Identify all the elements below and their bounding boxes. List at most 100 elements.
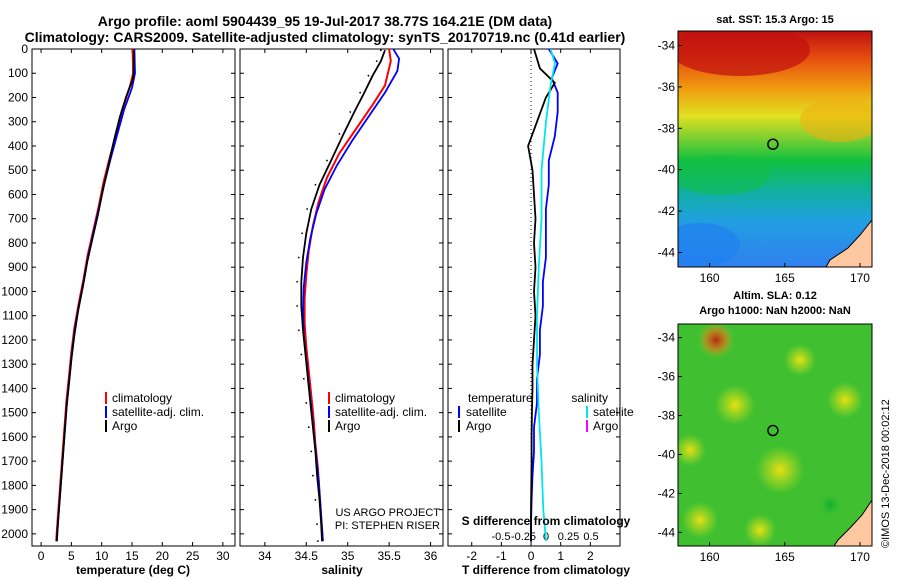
legend-t-argo-label: Argo [466, 419, 492, 433]
argo-sample-dot [314, 183, 317, 186]
depth-tick-label: 1800 [1, 478, 28, 492]
depth-tick-label: 300 [8, 115, 28, 129]
depth-tick-label: 900 [8, 260, 28, 274]
float-position-marker [767, 424, 779, 437]
depth-tick-label: 700 [8, 212, 28, 226]
argo-sample-dot [367, 74, 370, 77]
depth-tick-label: 1100 [2, 309, 28, 323]
x-tick-label: 30 [216, 549, 230, 563]
x-tick-label: 5 [68, 549, 75, 563]
x-tick-label: 15 [125, 549, 139, 563]
sla-high-patch [682, 502, 718, 538]
map-y-tick-label: -40 [658, 447, 676, 461]
series-line-climatology [55, 49, 135, 542]
argo-sample-dot [296, 280, 299, 283]
sla-high-patch [715, 385, 755, 425]
series-line-argo [55, 50, 135, 542]
difference-xlabel: T difference from climatology [462, 563, 630, 577]
difference-legend: temperature satellite Argo salinity sate… [458, 391, 634, 433]
argo-sample-dot [379, 49, 382, 52]
sst-map: 160 165 170 -34 -36 -38 -40 -42 -44 [658, 30, 873, 285]
depth-tick-label: 1000 [1, 284, 28, 298]
legend-climatology-label: climatology [112, 391, 172, 405]
map2-title-line1: Altim. SLA: 0.12 [733, 290, 817, 302]
x-tick-label: 20 [156, 549, 170, 563]
map-y-tick-label: -34 [658, 331, 676, 345]
legend-satellite-label: satellite-adj. clim. [112, 405, 204, 419]
map2-axes: 160 165 170 -34 -36 -38 -40 -42 -44 [658, 331, 871, 564]
depth-tick-label: 1400 [1, 381, 28, 395]
argo-sample-dot [301, 232, 304, 235]
argo-sample-dot [314, 499, 317, 501]
map-y-tick-label: -40 [658, 163, 676, 177]
legend-temperature-title: temperature [468, 391, 533, 405]
sla-high-patch [756, 446, 804, 494]
argo-sample-dot [305, 402, 308, 404]
map2-frame [677, 323, 873, 547]
sst-cold-patch [678, 223, 740, 267]
map1-title: sat. SST: 15.3 Argo: 15 [716, 14, 834, 26]
salinity-axes-frame [239, 48, 444, 547]
temperature-xlabel: temperature (deg C) [76, 563, 190, 577]
argo-sample-dot [297, 329, 300, 332]
x-tick-label: 34.5 [295, 549, 319, 563]
sla-high-patch [698, 324, 734, 358]
legend-s-satellite-label: satellite [593, 405, 634, 419]
temperature-panel: 0100200300400500600700800900100011001200… [1, 42, 236, 577]
argo-sample-dot [375, 60, 378, 63]
salinity-legend: climatology satellite-adj. clim. Argo [328, 391, 427, 433]
temperature-legend: climatology satellite-adj. clim. Argo [105, 391, 204, 433]
land-nz [833, 499, 872, 546]
sla-map: 160 165 170 -34 -36 -38 -40 -42 -44 [658, 323, 873, 564]
depth-tick-label: 1900 [1, 503, 28, 517]
argo-sample-dot [359, 91, 362, 94]
argo-sample-dot [312, 474, 314, 477]
x-tick-label: -2 [466, 549, 477, 563]
series-line-argo [300, 49, 386, 542]
depth-tick-label: 500 [8, 163, 28, 177]
x-tick-label: 1 [557, 549, 564, 563]
s-diff-tick-label: 0.5 [583, 531, 598, 543]
argo-sample-dot [310, 450, 313, 453]
figure-title-line2: Climatology: CARS2009. Satellite-adjuste… [24, 29, 626, 45]
x-tick-label: 0 [38, 549, 45, 563]
depth-tick-label: 1300 [1, 357, 28, 371]
map-y-tick-label: -38 [658, 121, 676, 135]
map-y-tick-label: -42 [658, 204, 676, 218]
salinity-y-ticks [240, 48, 443, 535]
depth-tick-label: 800 [8, 236, 28, 250]
temperature-x-axis: 0 5 10 15 20 25 30 [38, 49, 230, 563]
salinity-panel: 34 34.5 35 35.5 36 salinity climatology sate… [239, 48, 444, 577]
map-x-tick-label: 160 [700, 550, 720, 564]
difference-panel: -2 -1 0 1 2-0.5 -0.25 0 0.25 0.5 T difference fr… [447, 48, 634, 577]
x-tick-label: -1 [496, 549, 507, 563]
argo-sample-dot [316, 540, 319, 543]
x-tick-label: 10 [95, 549, 109, 563]
series-line-s-satellite [536, 49, 556, 542]
x-tick-label: 35.5 [377, 549, 401, 563]
x-tick-label: 34 [258, 549, 272, 563]
difference-y-ticks [448, 48, 620, 535]
sst-warm-patch [800, 98, 872, 142]
argo-sample-dot [297, 256, 300, 259]
map2-title-line2: Argo h1000: NaN h2000: NaN [699, 305, 851, 317]
map-y-tick-label: -44 [658, 246, 676, 260]
argo-sample-dot [306, 208, 309, 210]
legend-argo-label: Argo [335, 419, 361, 433]
argo-sample-dot [326, 159, 328, 162]
s-diff-tick-label: -0.5 [492, 531, 511, 543]
depth-tick-label: 1600 [1, 430, 28, 444]
map-x-tick-label: 170 [850, 271, 870, 285]
depth-tick-label: 1200 [1, 333, 28, 347]
map-y-tick-label: -36 [658, 80, 676, 94]
map-y-tick-label: -36 [658, 370, 676, 384]
land-nz [825, 219, 872, 267]
legend-climatology-label: climatology [335, 391, 395, 405]
map1-axes: 160 165 170 -34 -36 -38 -40 -42 -44 [658, 38, 871, 285]
depth-tick-label: 1700 [1, 454, 28, 468]
x-tick-label: 36 [424, 549, 438, 563]
depth-tick-label: 100 [8, 66, 28, 80]
sla-high-patch [744, 514, 776, 546]
s-diff-tick-label: 0.25 [558, 531, 579, 543]
